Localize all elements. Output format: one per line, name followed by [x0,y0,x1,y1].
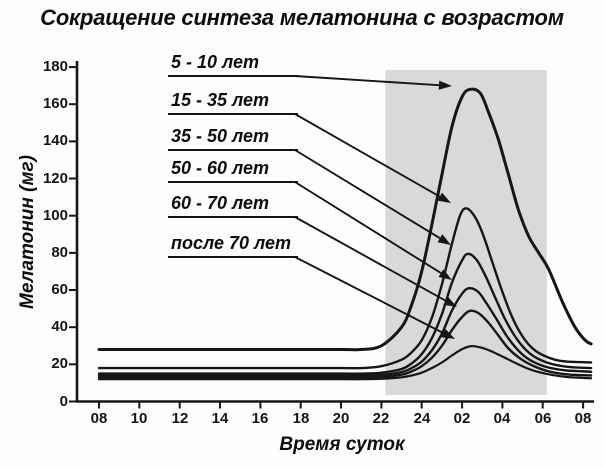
callout-line-5 [294,216,447,302]
age-group-label-2: 15 - 35 лет [168,90,298,115]
x-tick-label: 04 [493,410,511,427]
x-tick-label: 08 [574,410,592,427]
callout-arrowhead-2 [437,192,451,203]
callout-line-6 [294,256,444,334]
callout-arrowhead-6 [441,329,455,339]
x-axis-title: Время суток [279,434,405,455]
x-tick-label: 20 [332,410,350,427]
y-tick-label: 120 [42,170,68,187]
callout-arrowhead-5 [443,296,457,307]
callout-arrowhead-1 [438,80,452,90]
x-tick-label: 06 [534,410,552,427]
age-group-label-1: 5 - 10 лет [168,52,298,77]
y-tick-label: 140 [42,132,68,149]
callout-arrowhead-3 [437,234,451,245]
x-tick-label: 22 [372,410,390,427]
age-group-label-3: 35 - 50 лет [168,126,298,151]
series-curve-6 [97,344,593,381]
series-curve-2 [97,207,593,370]
x-tick-label: 08 [90,410,108,427]
y-tick-label: 100 [42,207,68,224]
x-tick-label: 10 [130,410,148,427]
age-group-label-4: 50 - 60 лет [168,158,298,183]
x-tick-label: 12 [171,410,189,427]
y-tick-label: 0 [59,393,68,410]
y-tick-label: 60 [51,281,68,298]
series-curve-1 [97,87,593,352]
callout-line-4 [294,181,442,274]
series-curve-4 [97,286,593,377]
x-tick-label: 24 [413,410,431,427]
age-group-label-6: после 70 лет [168,233,298,258]
chart-title: Сокращение синтеза мелатонина с возрасто… [40,5,564,30]
callout-line-1 [294,75,440,87]
series-curve-3 [97,252,593,375]
y-tick-label: 180 [42,58,68,75]
y-tick-label: 40 [51,318,68,335]
x-tick-label: 16 [251,410,269,427]
x-tick-label: 18 [292,410,310,427]
callout-line-3 [294,149,441,240]
y-tick-label: 20 [51,355,68,372]
y-tick-label: 80 [51,244,68,261]
callout-line-2 [294,113,441,198]
x-tick-label: 14 [211,410,229,427]
callout-arrowhead-4 [438,269,452,280]
x-tick-label: 02 [453,410,471,427]
series-curve-5 [97,309,593,379]
night-shade-region [385,70,547,395]
y-tick-label: 160 [42,95,68,112]
age-group-label-5: 60 - 70 лет [168,193,298,218]
